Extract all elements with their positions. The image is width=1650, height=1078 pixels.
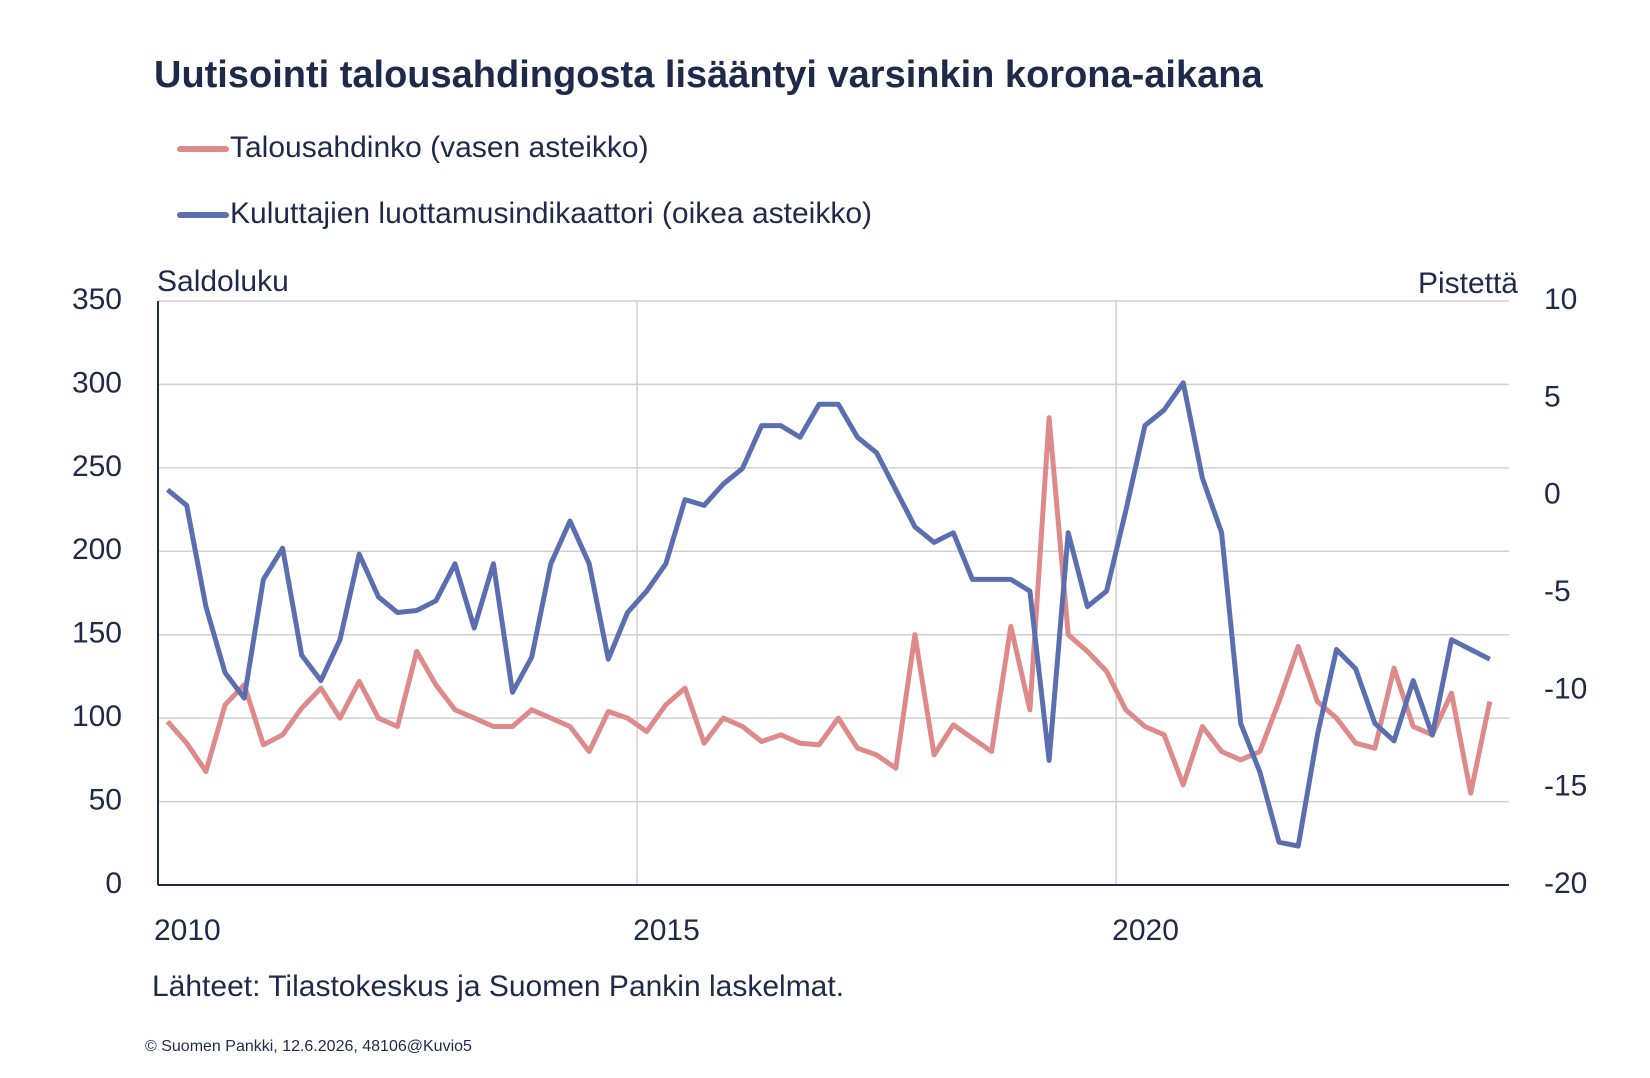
y2-tick-label: -5 [1544, 575, 1571, 608]
y2-tick-label: 0 [1544, 478, 1561, 511]
y-tick-label: 0 [105, 867, 122, 900]
y2-tick-label: 10 [1544, 283, 1577, 316]
legend-label: Kuluttajien luottamusindikaattori (oikea… [230, 197, 872, 230]
y-tick-label: 350 [72, 283, 122, 316]
y2-tick-label: -10 [1544, 672, 1587, 705]
y2-axis-label: Pistettä [1418, 267, 1518, 300]
y-tick-label: 200 [72, 533, 122, 566]
y2-tick-label: 5 [1544, 380, 1561, 413]
y-tick-label: 300 [72, 366, 122, 399]
y-tick-label: 50 [89, 783, 122, 816]
x-tick-label: 2015 [633, 914, 700, 947]
footer: © Suomen Pankki, 12.6.2026, 48106@Kuvio5 [145, 1038, 472, 1055]
y2-tick-label: -15 [1544, 770, 1587, 803]
y-tick-label: 100 [72, 700, 122, 733]
series-line [166, 380, 1491, 849]
legend-label: Talousahdinko (vasen asteikko) [230, 131, 649, 164]
series-line [165, 415, 1493, 796]
y2-tick-label: -20 [1544, 867, 1587, 900]
source: Lähteet: Tilastokeskus ja Suomen Pankin … [152, 970, 844, 1003]
x-tick-label: 2020 [1112, 914, 1179, 947]
chart-title: Uutisointi talousahdingosta lisääntyi va… [154, 54, 1263, 96]
y-axis-label: Saldoluku [157, 265, 289, 298]
y-tick-label: 250 [72, 450, 122, 483]
x-tick-label: 2010 [154, 914, 221, 947]
y-tick-label: 150 [72, 617, 122, 650]
